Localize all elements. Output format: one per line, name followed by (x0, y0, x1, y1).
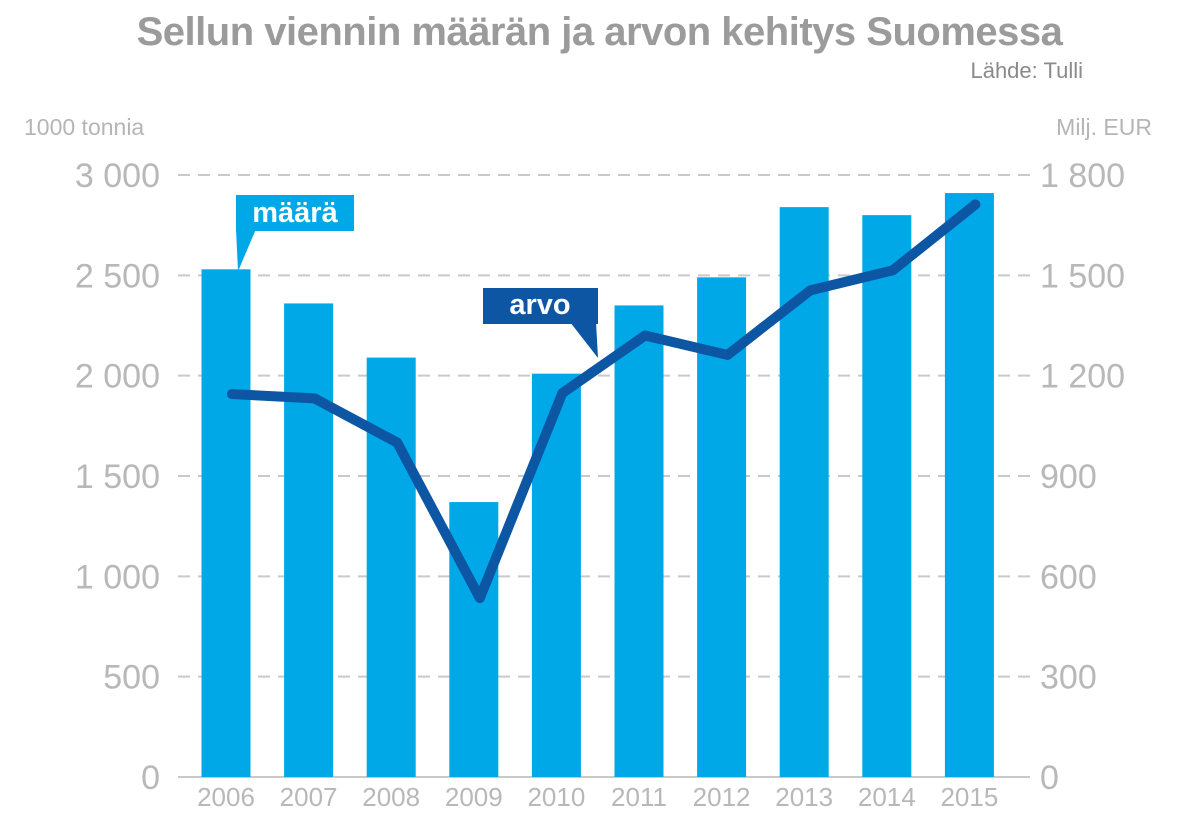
line-point-2006 (230, 392, 234, 397)
line-point-2013 (808, 288, 813, 293)
line-point-2008 (395, 440, 400, 445)
bar-2009 (449, 502, 499, 777)
right-tick-label: 1 500 (1040, 257, 1125, 295)
bar-2008 (366, 357, 416, 777)
line-point-2009 (477, 596, 482, 601)
bar-2014 (862, 215, 912, 778)
bar-series-label: määrä (252, 197, 338, 229)
source-label: Lähde: Tulli (970, 58, 1083, 83)
line-point-2010 (560, 391, 565, 396)
right-tick-label: 1 200 (1040, 358, 1125, 396)
x-tick-label: 2010 (527, 782, 585, 812)
line-series-label-box (483, 288, 598, 324)
line-series-arvo (227, 199, 981, 604)
x-tick-label: 2014 (858, 782, 916, 812)
left-axis-unit: 1000 tonnia (24, 114, 145, 140)
right-tick-label: 1 800 (1040, 157, 1125, 195)
x-tick-label: 2013 (775, 782, 833, 812)
x-tick-label: 2011 (611, 782, 667, 812)
bar-series-label-pointer (236, 229, 256, 272)
bar-2007 (284, 303, 334, 777)
right-tick-label: 900 (1040, 458, 1097, 496)
line-point-2014 (890, 268, 895, 273)
right-tick-label: 0 (1040, 759, 1059, 797)
bar-2012 (697, 277, 747, 777)
x-tick-label: 2015 (940, 782, 998, 812)
left-tick-label: 1 000 (75, 558, 160, 596)
left-tick-label: 3 000 (75, 157, 160, 195)
x-tick-label: 2007 (280, 782, 338, 812)
left-tick-label: 2 000 (75, 358, 160, 396)
bar-2011 (614, 305, 664, 777)
chart-title: Sellun viennin määrän ja arvon kehitys S… (136, 10, 1063, 54)
right-axis-unit: Milj. EUR (1056, 114, 1152, 140)
left-tick-label: 0 (141, 759, 160, 797)
bar-2015 (944, 193, 994, 777)
left-tick-label: 1 500 (75, 458, 160, 496)
line-series-label: arvo (509, 289, 570, 321)
bar-2010 (531, 373, 581, 777)
bar-2006 (201, 269, 251, 777)
x-tick-label: 2009 (445, 782, 503, 812)
x-tick-label: 2008 (362, 782, 420, 812)
left-tick-label: 500 (103, 659, 160, 697)
right-tick-label: 600 (1040, 558, 1097, 596)
line-point-2007 (312, 396, 317, 401)
x-tick-label: 2006 (197, 782, 255, 812)
line-series-label-pointer (570, 322, 598, 358)
left-tick-label: 2 500 (75, 257, 160, 295)
right-tick-label: 300 (1040, 659, 1097, 697)
bar-series-label-box (236, 195, 354, 231)
x-tick-label: 2012 (693, 782, 751, 812)
line-point-2012 (725, 352, 730, 357)
line-point-2011 (643, 333, 647, 338)
line-point-2015 (973, 202, 978, 207)
